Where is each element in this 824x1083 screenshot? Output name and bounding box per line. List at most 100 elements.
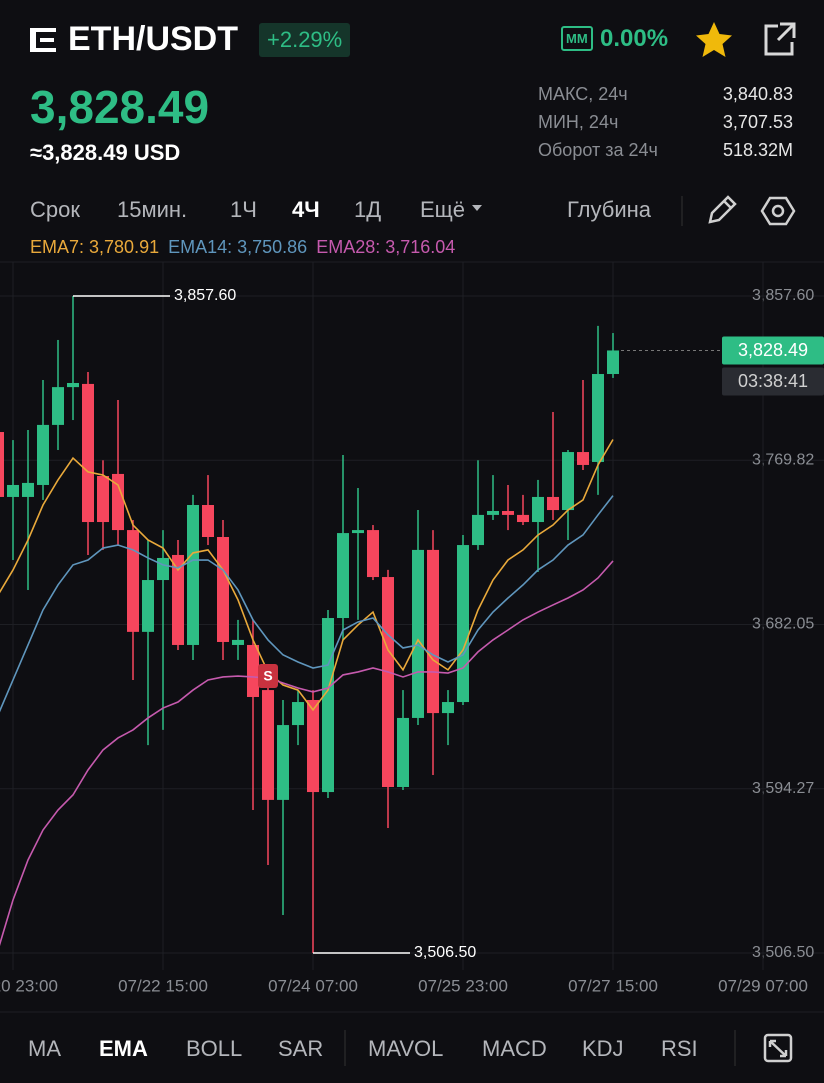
stat-value: 3,840.83 bbox=[722, 84, 793, 104]
candle-body bbox=[217, 536, 229, 642]
candle-body bbox=[322, 618, 334, 793]
candle-body bbox=[142, 580, 154, 632]
candle-body bbox=[472, 514, 484, 546]
ema-legend-item: EMA14: 3,750.86 bbox=[168, 237, 308, 257]
tabs: Срок 15мин. 1Ч 4Ч 1Д Ещё bbox=[0, 197, 824, 227]
change-badge: +2.29% bbox=[259, 23, 351, 57]
candle-body bbox=[532, 496, 544, 523]
candle-body bbox=[487, 510, 499, 515]
candle-body bbox=[22, 482, 34, 497]
ema-line bbox=[0, 560, 614, 947]
countdown-tag bbox=[722, 367, 824, 396]
indicator-tab[interactable]: SAR bbox=[278, 1036, 324, 1061]
countdown-label: 03:38:41 bbox=[738, 371, 808, 391]
x-tick-label: 07/25 23:00 bbox=[418, 976, 508, 995]
y-tick-label: 3,857.60 bbox=[752, 287, 814, 304]
tab[interactable]: 15мин. bbox=[117, 197, 188, 222]
pencil-icon[interactable] bbox=[708, 195, 737, 224]
candle-body bbox=[232, 639, 244, 645]
share-icon[interactable] bbox=[764, 22, 796, 56]
candle-body bbox=[412, 549, 424, 718]
ema-legend: EMA7: 3,780.91 EMA14: 3,750.86 EMA28: 3,71… bbox=[30, 237, 464, 258]
x-tick-label: 07/20 23:00 bbox=[0, 976, 58, 995]
candle-body bbox=[577, 452, 589, 465]
stat-label: МИН, 24ч bbox=[538, 112, 619, 132]
x-tick-label: 07/22 15:00 bbox=[118, 976, 208, 995]
tab[interactable]: 1Д bbox=[354, 197, 382, 222]
candle-body bbox=[562, 452, 574, 511]
candle-body bbox=[0, 432, 4, 497]
candle-body bbox=[337, 533, 349, 619]
menu-icon[interactable] bbox=[30, 28, 56, 52]
candle-body bbox=[502, 510, 514, 515]
candle-body bbox=[187, 505, 199, 645]
candle-body bbox=[247, 644, 259, 697]
candle-body bbox=[547, 496, 559, 511]
mm-value: 0.00% bbox=[600, 25, 669, 52]
candle-body bbox=[157, 557, 169, 581]
indicator-bar: MA EMA BOLL SAR MAVOL MACD KDJ RSI bbox=[0, 1036, 824, 1066]
indicator-tab[interactable]: RSI bbox=[661, 1036, 698, 1061]
x-tick-label: 07/27 15:00 bbox=[568, 976, 658, 995]
signal-marker bbox=[258, 664, 278, 688]
y-tick-label: 3,682.05 bbox=[752, 616, 814, 633]
y-tick-label: 3,769.82 bbox=[752, 451, 814, 468]
candle-body bbox=[457, 545, 469, 703]
indicator-tab[interactable]: MA bbox=[28, 1036, 61, 1061]
star-icon[interactable] bbox=[696, 22, 732, 57]
candle-body bbox=[307, 699, 319, 793]
candle-body bbox=[67, 382, 79, 388]
tab[interactable]: 1Ч bbox=[230, 197, 257, 222]
candle-body bbox=[367, 530, 379, 578]
candle-body bbox=[172, 554, 184, 645]
pair: ETH/USDT bbox=[68, 20, 238, 58]
ema-legend-item: EMA28: 3,716.04 bbox=[316, 237, 456, 257]
candle-body bbox=[127, 530, 139, 632]
candle-body bbox=[397, 717, 409, 787]
candle-body bbox=[382, 577, 394, 787]
stat-value: 3,707.53 bbox=[722, 112, 793, 132]
mm-icon: MM bbox=[561, 26, 593, 51]
candle-body bbox=[517, 514, 529, 523]
indicator-tab[interactable]: BOLL bbox=[186, 1036, 243, 1061]
x-tick-label: 07/24 07:00 bbox=[268, 976, 358, 995]
stat-value: 518.32M bbox=[722, 140, 793, 160]
candle-body bbox=[112, 473, 124, 531]
candle-body bbox=[442, 702, 454, 714]
dropdown-arrow bbox=[472, 205, 482, 211]
candle-body bbox=[262, 690, 274, 800]
candle-body bbox=[37, 424, 49, 485]
candle-body bbox=[277, 725, 289, 800]
candle-body bbox=[292, 702, 304, 726]
last-price-tag bbox=[722, 336, 824, 365]
signal-label: S bbox=[263, 668, 272, 684]
candle-body bbox=[82, 383, 94, 523]
candle-body bbox=[592, 374, 604, 462]
depth-tab[interactable]: Глубина bbox=[567, 197, 652, 222]
high-label: 3,857.60 bbox=[174, 287, 236, 304]
candle-body bbox=[352, 530, 364, 534]
candle-body bbox=[97, 475, 109, 523]
usd-price: ≈3,828.49 USD bbox=[30, 140, 181, 165]
indicator-tab[interactable]: MACD bbox=[482, 1036, 547, 1061]
indicator-tab[interactable]: EMA bbox=[99, 1036, 148, 1061]
tab: Срок bbox=[30, 197, 80, 222]
candle-body bbox=[52, 387, 64, 425]
low-label: 3,506.50 bbox=[414, 944, 476, 961]
settings-icon[interactable] bbox=[760, 196, 796, 226]
indicator-tab[interactable]: MAVOL bbox=[368, 1036, 444, 1061]
ema-line bbox=[0, 439, 614, 712]
expand-icon[interactable] bbox=[763, 1033, 793, 1063]
indicator-tab[interactable]: KDJ bbox=[582, 1036, 624, 1061]
ema-legend-item: EMA7: 3,780.91 bbox=[30, 237, 160, 257]
stat-label: Оборот за 24ч bbox=[538, 140, 658, 160]
tab[interactable]: 4Ч bbox=[292, 197, 320, 222]
y-tick-label: 3,594.27 bbox=[752, 780, 814, 797]
last-price-tag-label: 3,828.49 bbox=[738, 340, 808, 360]
x-tick-label: 07/29 07:00 bbox=[718, 976, 808, 995]
candle-body bbox=[427, 549, 439, 714]
candle-body bbox=[607, 350, 619, 375]
tab[interactable]: Ещё bbox=[420, 197, 466, 222]
